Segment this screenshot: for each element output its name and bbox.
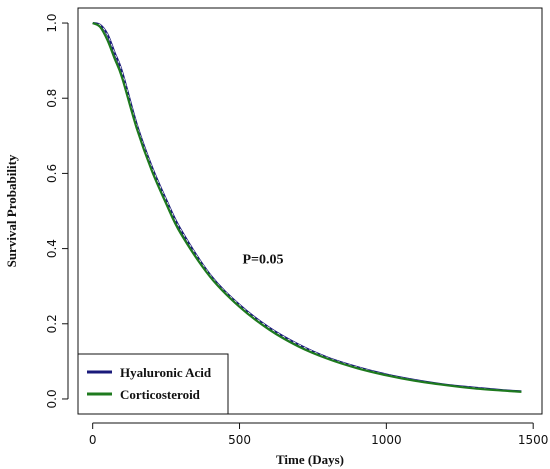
series-line-corticosteroid [92,22,522,393]
plot-frame [77,7,543,415]
p-value-annotation: P=0.05 [242,253,283,268]
series-line-hyaluronic-acid [92,21,522,393]
x-tick-label: 1500 [518,433,549,447]
y-tick-label: 0.8 [45,89,59,108]
legend-label: Hyaluronic Acid [120,365,212,380]
legend-box [77,353,229,415]
x-tick-label: 0 [89,433,97,447]
legend: Hyaluronic Acid Corticosteroid [77,353,229,415]
x-tick-label: 500 [228,433,251,447]
axes-group: 0 500 1000 1500 0.0 0.2 0.4 0.6 0.8 1.0 [45,7,549,447]
legend-label: Corticosteroid [120,387,201,402]
series-dash-hyaluronic-acid [92,22,522,392]
y-tick-label: 0.2 [45,314,59,333]
y-tick-label: 1.0 [45,13,59,32]
x-tick-label: 1000 [371,433,402,447]
x-axis-title: Time (Days) [276,452,344,467]
y-tick-label: 0.0 [45,389,59,408]
y-tick-label: 0.6 [45,164,59,183]
series-group [92,21,522,393]
y-axis-title: Survival Probability [4,154,19,267]
y-tick-label: 0.4 [45,239,59,258]
